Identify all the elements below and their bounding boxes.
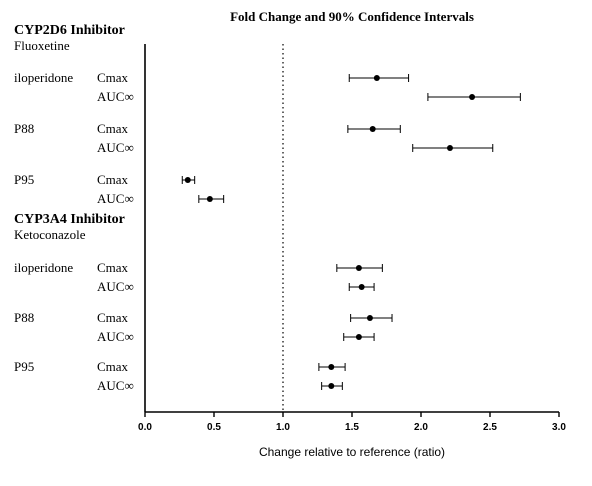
metric-label: Cmax [97, 260, 129, 275]
metric-label: AUC∞ [97, 140, 134, 155]
estimate-point [446, 145, 453, 151]
chart-title: Fold Change and 90% Confidence Intervals [230, 9, 474, 24]
metric-label: Cmax [97, 359, 129, 374]
x-tick-label: 3.0 [552, 422, 566, 433]
estimate-point [369, 126, 376, 132]
estimate-point [373, 75, 380, 81]
group-title: CYP2D6 Inhibitor [14, 23, 125, 38]
drug-label: iloperidone [14, 260, 73, 275]
estimate-point [366, 315, 373, 321]
metric-label: AUC∞ [97, 191, 134, 206]
x-tick-label: 1.0 [276, 422, 290, 433]
estimate-point [469, 94, 476, 100]
metric-label: AUC∞ [97, 279, 134, 294]
estimate-point [206, 196, 213, 202]
x-tick-label: 0.5 [207, 422, 221, 433]
x-axis-label: Change relative to reference (ratio) [259, 445, 445, 459]
estimate-point [355, 334, 362, 340]
group-title: CYP3A4 Inhibitor [14, 212, 125, 227]
drug-label: P95 [14, 359, 34, 374]
estimate-point [358, 284, 365, 290]
metric-label: Cmax [97, 70, 129, 85]
x-tick-label: 0.0 [138, 422, 152, 433]
drug-label: P95 [14, 172, 34, 187]
metric-label: Cmax [97, 310, 129, 325]
estimate-point [184, 177, 191, 183]
group-subtitle: Ketoconazole [14, 227, 86, 242]
drug-label: iloperidone [14, 70, 73, 85]
estimate-point [328, 383, 335, 389]
drug-label: P88 [14, 121, 34, 136]
metric-label: AUC∞ [97, 89, 134, 104]
metric-label: Cmax [97, 121, 129, 136]
x-tick-label: 1.5 [345, 422, 359, 433]
drug-label: P88 [14, 310, 34, 325]
group-subtitle: Fluoxetine [14, 38, 70, 53]
x-tick-label: 2.0 [414, 422, 428, 433]
estimate-point [355, 265, 362, 271]
x-tick-label: 2.5 [483, 422, 497, 433]
estimate-point [328, 364, 335, 370]
metric-label: AUC∞ [97, 329, 134, 344]
metric-label: AUC∞ [97, 378, 134, 393]
metric-label: Cmax [97, 172, 129, 187]
